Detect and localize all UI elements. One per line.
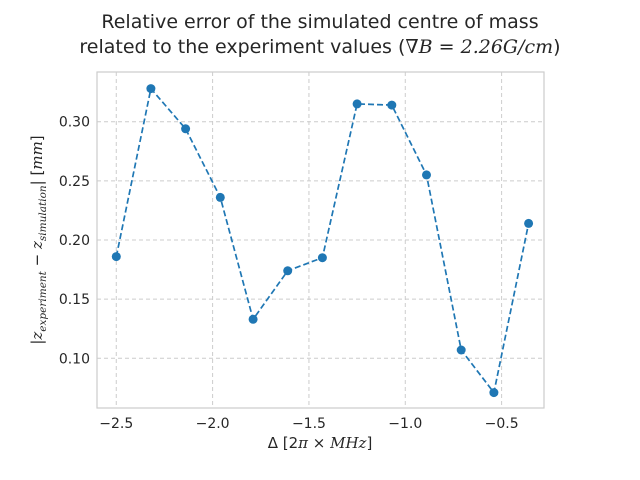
data-point <box>181 124 191 134</box>
y-tick-label: 0.30 <box>59 115 90 131</box>
x-label-suffix: ] <box>366 434 372 452</box>
chart-title-text: related to the experiment values ( <box>79 36 405 58</box>
plot-area-frame <box>96 71 545 409</box>
data-point <box>215 192 225 202</box>
y-label-z1: z <box>28 332 46 341</box>
y-tick-label: 0.20 <box>59 233 90 249</box>
data-point <box>524 218 534 228</box>
y-label-close: | [ <box>28 170 46 186</box>
x-tick-label: −1.0 <box>388 416 422 432</box>
y-axis-label: |zexperiment − zsimulation| [mm] <box>28 135 49 344</box>
x-label-times: × <box>308 434 330 452</box>
y-label-open: | <box>28 340 46 345</box>
data-point <box>111 252 121 262</box>
x-tick-label: −0.5 <box>485 416 519 432</box>
data-point <box>387 100 397 110</box>
x-tick-label: −2.0 <box>196 416 230 432</box>
data-point <box>352 99 362 109</box>
data-point <box>283 266 293 276</box>
data-point <box>456 345 466 355</box>
data-point <box>422 170 431 180</box>
data-point <box>489 388 499 398</box>
data-point <box>317 253 327 263</box>
y-tick-label: 0.10 <box>59 351 90 367</box>
y-tick-label: 0.15 <box>59 292 90 308</box>
x-label-unit: MHz <box>329 434 366 452</box>
axis-tick-labels: −2.5 −2.0 −1.5 −1.0 −0.5 0.10 0.15 0.20 0.25 0.30 <box>59 115 519 432</box>
series-error <box>111 84 534 398</box>
x-label-prefix: Δ [2 <box>268 434 298 452</box>
chart-title-end: ) <box>553 36 560 58</box>
y-label-minus: − <box>28 249 46 271</box>
y-tick-label: 0.25 <box>59 174 90 190</box>
grid-lines <box>97 72 544 408</box>
x-tick-label: −1.5 <box>292 416 326 432</box>
chart-title-line-2: related to the experiment values (∇B = 2… <box>79 36 560 58</box>
data-point <box>248 314 258 324</box>
data-point <box>146 84 156 94</box>
chart-title-math: ∇B = 2.26G/cm <box>405 36 553 58</box>
y-label-z2: z <box>28 241 46 250</box>
x-label-pi: π <box>297 434 309 452</box>
chart-title-line-1: Relative error of the simulated centre o… <box>101 11 538 33</box>
y-label-unit: mm <box>28 141 46 169</box>
y-label-end: ] <box>28 135 46 141</box>
x-axis-label: Δ [2π × MHz] <box>268 434 373 452</box>
y-label-sub1: experiment <box>37 270 49 331</box>
x-tick-label: −2.5 <box>99 416 133 432</box>
y-label-sub2: simulation <box>37 185 49 241</box>
